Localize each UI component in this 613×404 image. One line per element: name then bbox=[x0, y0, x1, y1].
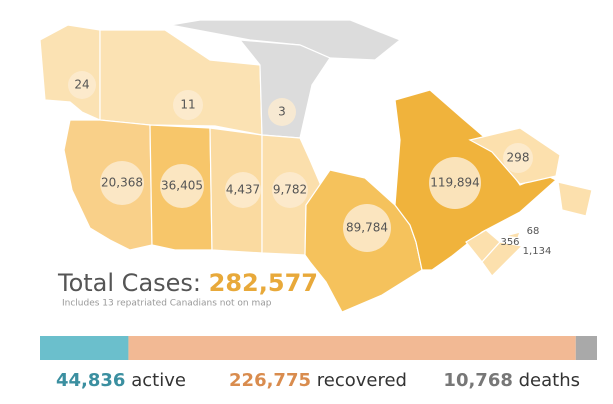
region-yukon bbox=[39, 24, 101, 121]
region-pei bbox=[504, 231, 521, 239]
legend-label: active bbox=[131, 370, 186, 391]
marker bbox=[272, 172, 308, 208]
marker bbox=[343, 204, 391, 252]
region-value: 36,405 bbox=[161, 179, 203, 193]
region-value: 89,784 bbox=[346, 221, 388, 235]
total-heading: Total Cases: 282,577 bbox=[57, 269, 318, 297]
legend-value: 226,775 bbox=[229, 370, 311, 391]
region-value: 356 bbox=[500, 237, 519, 248]
marker bbox=[268, 98, 296, 126]
region-nwt bbox=[99, 29, 263, 136]
region-value: 119,894 bbox=[430, 176, 480, 190]
marker bbox=[503, 143, 533, 173]
marker bbox=[68, 71, 96, 99]
region-labels: 24 11 3 20,368 36,405 4,437 9,782 89,784… bbox=[74, 78, 551, 258]
legend-item: 226,775 recovered bbox=[229, 370, 407, 391]
marker bbox=[429, 157, 481, 209]
region-value: 24 bbox=[74, 78, 89, 92]
region-value: 1,134 bbox=[523, 246, 552, 257]
region-newfoundland bbox=[557, 181, 593, 217]
region-value: 9,782 bbox=[273, 183, 307, 197]
legend-label: recovered bbox=[317, 370, 407, 391]
marker bbox=[225, 172, 261, 208]
region-value: 20,368 bbox=[101, 176, 143, 190]
bar-segment bbox=[40, 336, 129, 360]
region-value: 11 bbox=[180, 98, 195, 112]
legend-value: 44,836 bbox=[56, 370, 125, 391]
bar-segment bbox=[128, 336, 576, 360]
marker bbox=[160, 164, 204, 208]
breakdown-legend: 44,836 active 226,775 recovered 10,768 dea… bbox=[56, 370, 580, 391]
region-value: 3 bbox=[278, 105, 286, 119]
total-value: 282,577 bbox=[209, 269, 318, 297]
breakdown-bar bbox=[40, 336, 597, 360]
total-note: Includes 13 repatriated Canadians not on… bbox=[62, 299, 272, 309]
legend-item: 10,768 deaths bbox=[443, 370, 580, 391]
marker bbox=[173, 90, 203, 120]
region-markers bbox=[68, 71, 533, 252]
marker bbox=[100, 161, 144, 205]
bar-segment bbox=[575, 336, 597, 360]
legend-value: 10,768 bbox=[443, 370, 512, 391]
region-value: 4,437 bbox=[226, 183, 260, 197]
total-label: Total Cases: bbox=[57, 269, 201, 297]
legend-item: 44,836 active bbox=[56, 370, 186, 391]
region-value: 298 bbox=[507, 151, 530, 165]
region-value: 68 bbox=[527, 226, 540, 237]
legend-label: deaths bbox=[519, 370, 580, 391]
region-ns bbox=[481, 241, 524, 277]
